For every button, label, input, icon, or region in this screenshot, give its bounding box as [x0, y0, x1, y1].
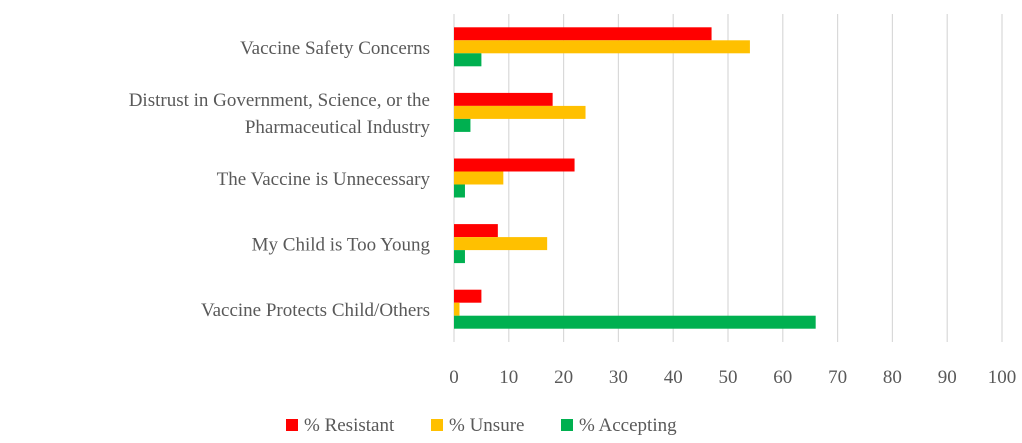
- bar-resistant-2: [454, 159, 575, 172]
- category-label-2: The Vaccine is Unnecessary: [217, 169, 431, 190]
- x-tick-label-90: 90: [938, 367, 957, 388]
- x-tick-label-0: 0: [449, 367, 459, 388]
- category-label-3: My Child is Too Young: [252, 235, 431, 256]
- x-tick-label-40: 40: [664, 367, 683, 388]
- bar-unsure-4: [454, 303, 459, 316]
- x-tick-label-30: 30: [609, 367, 628, 388]
- bar-accepting-1: [454, 119, 470, 132]
- category-label-4: Vaccine Protects Child/Others: [201, 300, 430, 321]
- bar-resistant-3: [454, 224, 498, 237]
- x-tick-label-10: 10: [499, 367, 518, 388]
- x-tick-label-20: 20: [554, 367, 573, 388]
- bar-resistant-0: [454, 27, 712, 40]
- bar-accepting-0: [454, 53, 481, 66]
- bar-accepting-4: [454, 316, 816, 329]
- legend-label-resistant: % Resistant: [304, 415, 395, 436]
- x-tick-label-80: 80: [883, 367, 902, 388]
- legend-swatch-unsure: [431, 419, 443, 431]
- bar-unsure-3: [454, 237, 547, 250]
- x-tick-label-50: 50: [719, 367, 738, 388]
- legend-label-unsure: % Unsure: [449, 415, 524, 436]
- x-tick-label-70: 70: [828, 367, 847, 388]
- bar-unsure-0: [454, 40, 750, 53]
- bar-unsure-2: [454, 172, 503, 185]
- bar-resistant-4: [454, 290, 481, 303]
- x-tick-label-60: 60: [773, 367, 792, 388]
- category-label-1-line-1: Pharmaceutical Industry: [245, 117, 431, 138]
- bar-unsure-1: [454, 106, 586, 119]
- legend-swatch-accepting: [561, 419, 573, 431]
- legend-label-accepting: % Accepting: [579, 415, 677, 436]
- category-label-1-line-0: Distrust in Government, Science, or the: [129, 90, 430, 111]
- bar-accepting-2: [454, 185, 465, 198]
- legend-swatch-resistant: [286, 419, 298, 431]
- bar-resistant-1: [454, 93, 553, 106]
- x-tick-label-100: 100: [988, 367, 1017, 388]
- category-label-0: Vaccine Safety Concerns: [240, 38, 430, 59]
- bar-accepting-3: [454, 250, 465, 263]
